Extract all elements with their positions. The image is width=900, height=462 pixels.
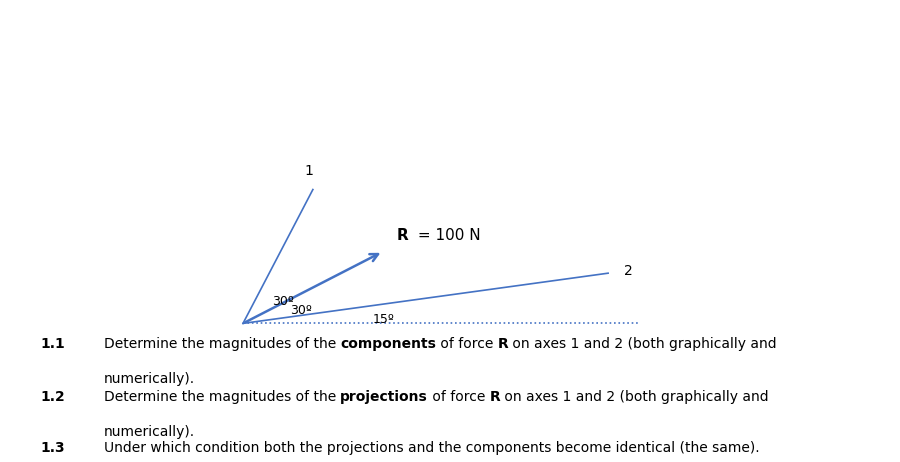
Text: numerically).: numerically). [104,425,194,439]
Text: of force: of force [436,337,498,351]
Text: on axes 1 and 2 (both graphically and: on axes 1 and 2 (both graphically and [500,390,769,404]
Text: 1.1: 1.1 [40,337,65,351]
Text: numerically).: numerically). [104,372,194,386]
Text: Determine the magnitudes of the: Determine the magnitudes of the [104,390,340,404]
Text: 30º: 30º [273,295,294,308]
Text: Under which condition both the projections and the components become identical (: Under which condition both the projectio… [104,441,759,455]
Text: 2: 2 [625,264,633,278]
Text: = 100 N: = 100 N [413,228,481,243]
Text: of force: of force [428,390,490,404]
Text: components: components [340,337,436,351]
Text: 1.3: 1.3 [40,441,65,455]
Text: R: R [490,390,500,404]
Text: on axes 1 and 2 (both graphically and: on axes 1 and 2 (both graphically and [508,337,777,351]
Text: Determine the magnitudes of the: Determine the magnitudes of the [104,337,340,351]
Text: 1.2: 1.2 [40,390,65,404]
Text: 15º: 15º [373,313,394,326]
Text: 1: 1 [304,164,313,178]
Text: projections: projections [340,390,428,404]
Text: R: R [397,228,409,243]
Text: R: R [498,337,508,351]
Text: 30º: 30º [291,304,312,317]
